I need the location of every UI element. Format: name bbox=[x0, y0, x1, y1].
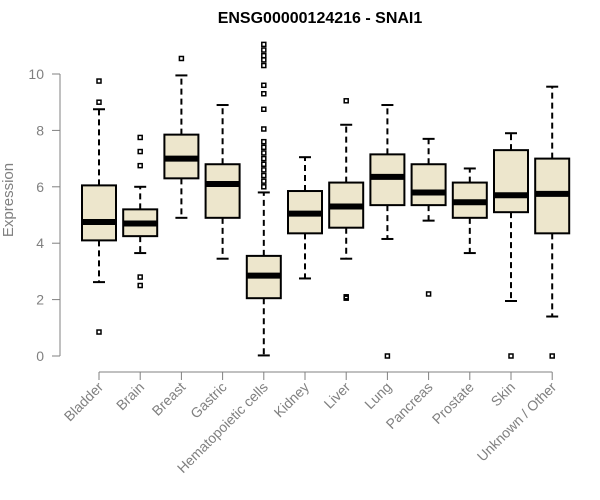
outlier-point bbox=[549, 353, 555, 359]
outlier-point bbox=[261, 155, 267, 162]
plot-area bbox=[81, 41, 571, 359]
iqr-box bbox=[81, 184, 117, 242]
box-group bbox=[81, 78, 117, 335]
x-tick-label: Bladder bbox=[61, 379, 107, 425]
outlier-point bbox=[261, 41, 267, 48]
y-tick-label: 4 bbox=[36, 235, 44, 251]
outlier-point bbox=[137, 282, 143, 289]
outlier-point bbox=[261, 57, 267, 63]
x-tick-label: Kidney bbox=[271, 379, 313, 421]
y-tick-label: 10 bbox=[28, 66, 44, 82]
x-tick-label: Breast bbox=[149, 379, 189, 419]
outlier-point bbox=[261, 106, 267, 112]
outlier-point bbox=[261, 82, 267, 89]
outlier-point bbox=[137, 134, 143, 141]
outlier-point bbox=[261, 90, 267, 97]
outlier-point bbox=[261, 167, 267, 173]
box-group bbox=[451, 167, 488, 255]
box-group bbox=[534, 85, 571, 359]
box-group bbox=[204, 104, 241, 260]
x-tick-label: Liver bbox=[321, 379, 354, 412]
outlier-point bbox=[343, 98, 349, 104]
outlier-point bbox=[261, 144, 267, 151]
y-tick-label: 6 bbox=[36, 179, 44, 195]
box-group bbox=[245, 41, 282, 357]
box-group bbox=[122, 134, 159, 289]
y-tick-label: 8 bbox=[36, 122, 44, 138]
y-tick-label: 0 bbox=[36, 348, 44, 364]
box-group bbox=[493, 132, 529, 359]
outlier-point bbox=[137, 274, 143, 280]
outlier-point bbox=[96, 329, 102, 335]
outlier-point bbox=[384, 353, 391, 359]
outlier-point bbox=[261, 161, 267, 167]
y-axis: 0 2 4 6 8 10 bbox=[28, 66, 61, 364]
outlier-point bbox=[343, 294, 349, 300]
outlier-point bbox=[425, 291, 432, 297]
outlier-point bbox=[261, 184, 267, 190]
outlier-point bbox=[178, 55, 185, 62]
outlier-point bbox=[261, 47, 267, 53]
outlier-point bbox=[261, 172, 267, 179]
iqr-box bbox=[410, 163, 447, 207]
x-tick-label: Brain bbox=[113, 379, 147, 413]
y-tick-label: 2 bbox=[36, 292, 44, 308]
outlier-point bbox=[508, 353, 514, 359]
iqr-box bbox=[493, 149, 529, 214]
outlier-point bbox=[96, 99, 102, 105]
iqr-box bbox=[204, 163, 241, 219]
outlier-point bbox=[261, 150, 267, 156]
outlier-point bbox=[261, 62, 267, 69]
outlier-point bbox=[137, 148, 143, 155]
box-group bbox=[328, 98, 365, 301]
outlier-point bbox=[261, 178, 267, 184]
box-group bbox=[410, 137, 447, 297]
x-tick-label: Skin bbox=[488, 379, 519, 410]
outlier-point bbox=[261, 52, 267, 59]
x-tick-label: Prostate bbox=[429, 379, 477, 427]
box-group bbox=[163, 55, 200, 219]
y-axis-label: Expression bbox=[0, 163, 17, 237]
box-group bbox=[287, 156, 323, 280]
chart-title: ENSG00000124216 - SNAI1 bbox=[218, 10, 423, 27]
outlier-point bbox=[261, 126, 267, 132]
x-tick-label: Lung bbox=[361, 379, 394, 412]
outlier-point bbox=[261, 138, 267, 145]
box-group bbox=[369, 104, 406, 359]
outlier-point bbox=[96, 78, 102, 84]
outlier-point bbox=[137, 162, 143, 169]
